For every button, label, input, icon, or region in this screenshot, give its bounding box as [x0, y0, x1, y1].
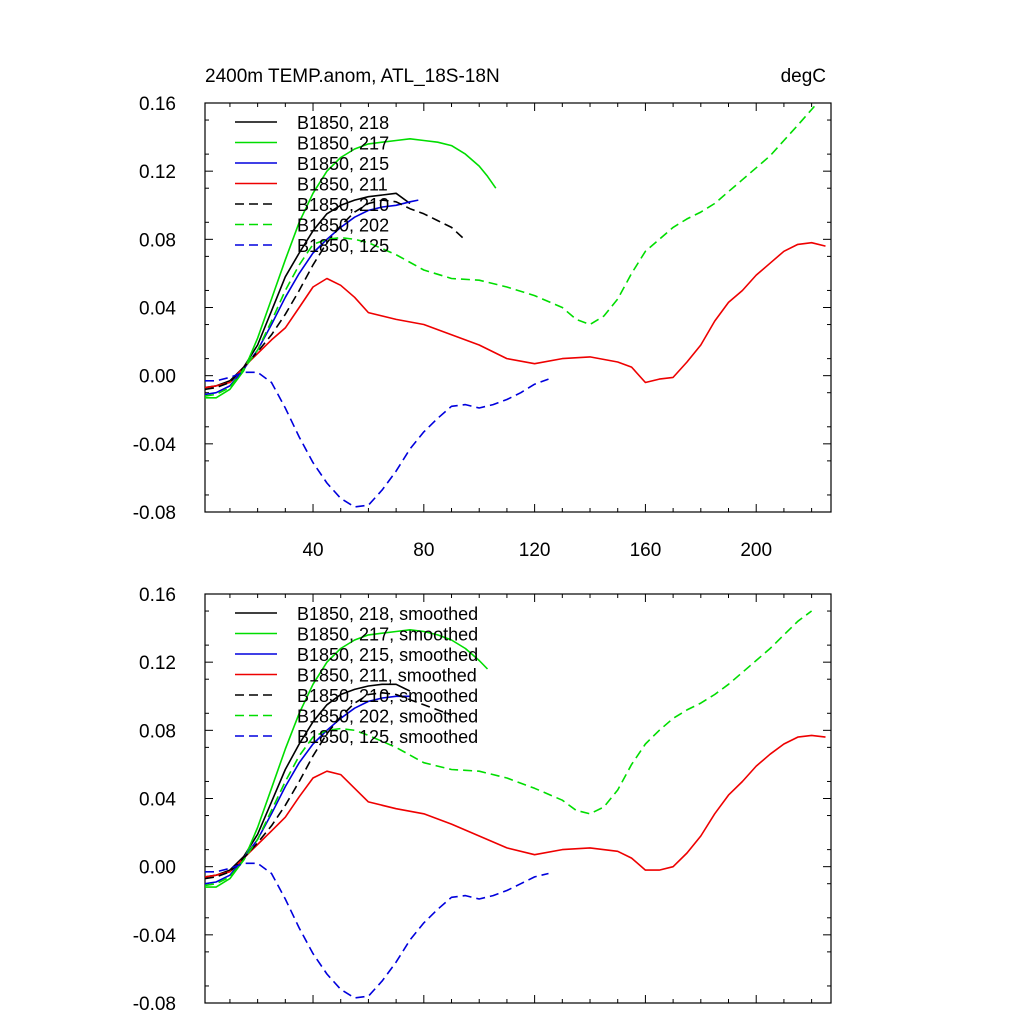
bottom-legend-label-3: B1850, 215, smoothed — [297, 645, 478, 665]
bottom-y-tick-label: 0.04 — [139, 790, 176, 811]
top-series-line-2 — [205, 138, 497, 399]
bottom-y-tick-label: 0.08 — [139, 721, 176, 742]
bottom-series-line-7 — [205, 862, 549, 999]
top-legend-label-5: B1850, 210 — [297, 195, 389, 215]
bottom-legend-label-5: B1850, 210, smoothed — [297, 686, 478, 706]
bottom-series-line-2 — [205, 628, 489, 888]
top-x-tick-label: 160 — [630, 540, 662, 561]
top-x-tick-label: 80 — [413, 540, 434, 561]
top-x-tick-label: 40 — [302, 540, 323, 561]
top-legend-label-2: B1850, 217 — [297, 134, 389, 154]
top-chart-units: degC — [781, 66, 826, 87]
bottom-series-line-6 — [205, 610, 813, 887]
top-legend-label-1: B1850, 218 — [297, 113, 389, 133]
top-series-line-5 — [205, 199, 464, 391]
top-legend-label-7: B1850, 125 — [297, 236, 389, 256]
bottom-legend-label-1: B1850, 218, smoothed — [297, 604, 478, 624]
top-y-tick-label: 0.12 — [139, 162, 176, 183]
bottom-y-tick-label: 0.00 — [139, 858, 176, 879]
top-legend-label-3: B1850, 215 — [297, 154, 389, 174]
top-chart-title: 2400m TEMP.anom, ATL_18S-18N — [205, 66, 500, 87]
bottom-y-tick-label: -0.08 — [133, 994, 176, 1015]
top-y-tick-label: 0.00 — [139, 367, 176, 388]
bottom-y-tick-label: 0.16 — [139, 585, 176, 606]
bottom-legend-label-4: B1850, 211, smoothed — [297, 666, 477, 686]
bottom-series-line-4 — [205, 734, 826, 878]
bottom-panel: -0.08 -0.04 0.00 0.04 0.08 0.12 0.16 B1850, 218… — [133, 585, 832, 1015]
top-series-line-6 — [205, 105, 815, 397]
top-legend-label-4: B1850, 211 — [297, 175, 388, 195]
bottom-legend-label-7: B1850, 125, smoothed — [297, 727, 478, 747]
bottom-legend-label-2: B1850, 217, smoothed — [297, 625, 478, 645]
top-x-tick-label: 120 — [519, 540, 551, 561]
bottom-y-tick-label: -0.04 — [133, 926, 177, 947]
top-y-tick-label: -0.04 — [133, 435, 177, 456]
bottom-series-line-5 — [205, 691, 452, 880]
top-y-tick-label: 0.04 — [139, 299, 176, 320]
top-legend-label-6: B1850, 202 — [297, 216, 389, 236]
top-series-line-7 — [205, 371, 549, 508]
top-y-tick-label: 0.16 — [139, 94, 176, 115]
bottom-y-tick-label: 0.12 — [139, 653, 176, 674]
top-y-tick-label: 0.08 — [139, 230, 176, 251]
top-y-tick-label: -0.08 — [133, 503, 176, 524]
bottom-legend-label-6: B1850, 202, smoothed — [297, 707, 478, 727]
top-panel: -0.08 -0.04 0.00 0.04 0.08 0.12 0.16 40 80 120 160… — [133, 66, 832, 561]
top-series-line-4 — [205, 241, 826, 389]
top-x-tick-label: 200 — [740, 540, 772, 561]
bottom-series-line-1 — [205, 683, 411, 878]
